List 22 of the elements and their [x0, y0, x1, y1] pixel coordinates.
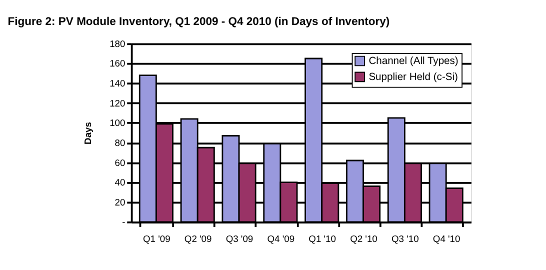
- legend-label: Channel (All Types): [368, 56, 458, 67]
- y-tick-label: -: [122, 217, 126, 228]
- y-tick-label: 40: [114, 178, 126, 188]
- x-tick-label: Q3 '09: [226, 234, 254, 244]
- y-tick-label: 20: [114, 197, 126, 208]
- y-tick-label: 60: [114, 158, 126, 168]
- y-axis-title: Days: [82, 122, 93, 144]
- x-tick-label: Q2 '10: [350, 234, 378, 244]
- x-tick-label: Q1 '09: [142, 234, 170, 244]
- y-tick-label: 160: [110, 58, 126, 69]
- x-tick-label: Q1 '10: [308, 234, 336, 244]
- x-tick-label: Q3 '10: [391, 234, 419, 244]
- legend-label: Supplier Held (c-Si): [368, 72, 458, 83]
- y-tick-label: 140: [110, 78, 126, 89]
- x-tick-label: Q4 '10: [432, 234, 460, 244]
- x-tick-label: Q2 '09: [184, 234, 212, 244]
- chart-title: Figure 2: PV Module Inventory, Q1 2009 - Q4 2010 (in Days of Inventory): [8, 16, 390, 28]
- y-tick-label: 180: [110, 38, 126, 49]
- y-tick-label: 100: [110, 118, 126, 128]
- x-tick-label: Q4 '09: [267, 234, 295, 244]
- y-tick-label: 120: [110, 98, 126, 108]
- y-tick-label: 80: [114, 138, 126, 148]
